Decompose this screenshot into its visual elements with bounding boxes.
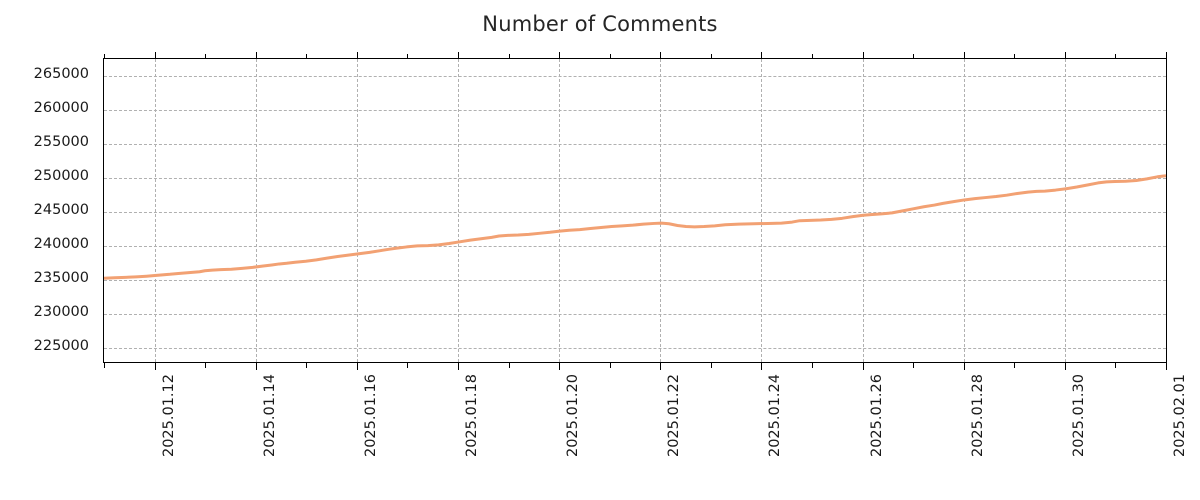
- x-axis-tick-mark-top: [1115, 54, 1117, 59]
- x-axis-tick-mark-minor: [205, 363, 207, 368]
- x-axis-tick-mark-major: [255, 363, 257, 370]
- y-axis-tick-label: 225000: [33, 338, 89, 355]
- x-axis-tick-mark-top: [306, 54, 308, 59]
- x-axis-tick-mark-major: [963, 363, 965, 370]
- x-axis-tick-mark-minor: [913, 363, 915, 368]
- series-line-number-of-comments: [104, 174, 1166, 280]
- x-axis-tick-label: 2025.01.12: [160, 374, 177, 458]
- y-axis-tick-label: 230000: [33, 304, 89, 321]
- y-axis-tick-label: 260000: [33, 100, 89, 117]
- x-axis-tick-mark-major: [660, 363, 662, 370]
- x-axis-tick-mark-top: [508, 54, 510, 59]
- x-axis-tick-mark-top: [1064, 52, 1066, 59]
- grid-line-horizontal: [104, 246, 1166, 248]
- x-axis-tick-mark-minor: [812, 363, 813, 368]
- x-axis-tick-mark-top: [407, 54, 409, 59]
- x-axis-tick-label: 2025.01.28: [969, 374, 986, 458]
- x-axis-tick-mark-major: [1064, 363, 1066, 370]
- grid-line-horizontal: [104, 348, 1166, 350]
- grid-line-vertical: [1166, 59, 1167, 362]
- x-axis-tick-mark-minor: [407, 363, 409, 368]
- grid-line-horizontal: [104, 144, 1166, 146]
- grid-line-horizontal: [104, 76, 1166, 78]
- x-axis-tick-mark-minor: [609, 363, 611, 368]
- x-axis-tick-mark-top: [458, 52, 459, 59]
- grid-line-vertical: [356, 59, 358, 362]
- grid-line-vertical: [559, 59, 561, 362]
- grid-line-vertical: [761, 59, 763, 362]
- x-axis-tick-mark-major: [559, 363, 561, 370]
- x-axis-tick-mark-top: [255, 52, 257, 59]
- plot-area: [103, 58, 1167, 363]
- x-axis-tick-mark-top: [1014, 54, 1016, 59]
- grid-line-vertical: [862, 59, 864, 362]
- x-axis-tick-mark-top: [913, 54, 915, 59]
- grid-line-horizontal: [104, 110, 1166, 112]
- grid-line-vertical: [963, 59, 965, 362]
- x-axis-tick-mark-top: [205, 54, 207, 59]
- grid-line-horizontal: [104, 280, 1166, 282]
- x-axis-tick-mark-major: [458, 363, 459, 370]
- grid-line-horizontal: [104, 212, 1166, 214]
- grid-line-vertical: [255, 59, 257, 362]
- x-axis-tick-label: 2025.01.16: [362, 374, 379, 458]
- x-axis-tick-mark-top: [660, 52, 662, 59]
- x-axis-tick-mark-minor: [306, 363, 308, 368]
- x-axis-tick-mark-major: [761, 363, 763, 370]
- x-axis-tick-mark-major: [862, 363, 864, 370]
- grid-line-vertical: [458, 59, 459, 362]
- x-axis-tick-mark-top: [963, 52, 965, 59]
- chart-title: Number of Comments: [482, 12, 718, 36]
- y-axis-tick-label: 235000: [33, 270, 89, 287]
- grid-line-vertical: [660, 59, 662, 362]
- x-axis-tick-mark-minor: [1115, 363, 1117, 368]
- y-axis-tick-label: 265000: [33, 66, 89, 83]
- series-line-chart: [104, 174, 1166, 280]
- x-axis-tick-mark-top: [1166, 52, 1167, 59]
- x-axis-tick-mark-top: [559, 52, 561, 59]
- x-axis-tick-mark-major: [356, 363, 358, 370]
- x-axis-tick-mark-minor: [508, 363, 510, 368]
- x-axis-tick-mark-top: [812, 54, 813, 59]
- x-axis-tick-label: 2025.01.26: [868, 374, 885, 458]
- x-axis-tick-mark-top: [761, 52, 763, 59]
- x-axis-tick-label: 2025.01.18: [464, 374, 480, 458]
- x-axis-tick-mark-top: [104, 54, 105, 59]
- x-axis-tick-mark-major: [154, 363, 156, 370]
- grid-line-horizontal: [104, 178, 1166, 180]
- x-axis-tick-label: 2025.01.30: [1070, 374, 1087, 458]
- y-axis-tick-label: 250000: [33, 168, 89, 185]
- x-axis-tick-mark-top: [154, 52, 156, 59]
- x-axis-tick-mark-major: [1166, 363, 1167, 370]
- x-axis-tick-mark-top: [862, 52, 864, 59]
- x-axis-tick-mark-minor: [1014, 363, 1016, 368]
- x-axis-tick-label: 2025.02.01: [1172, 374, 1188, 458]
- x-axis-tick-label: 2025.01.20: [565, 374, 582, 458]
- x-axis-tick-label: 2025.01.22: [666, 374, 683, 458]
- x-axis-tick-label: 2025.01.14: [261, 374, 278, 458]
- grid-line-vertical: [154, 59, 156, 362]
- x-axis-tick-mark-top: [356, 52, 358, 59]
- x-axis-tick-mark-top: [609, 54, 611, 59]
- y-axis-tick-label: 245000: [33, 202, 89, 219]
- grid-line-horizontal: [104, 314, 1166, 316]
- x-axis-tick-mark-top: [710, 54, 712, 59]
- y-axis-tick-label: 255000: [33, 134, 89, 151]
- x-axis-tick-label: 2025.01.24: [767, 374, 784, 458]
- grid-line-vertical: [1064, 59, 1066, 362]
- y-axis-tick-label: 240000: [33, 236, 89, 253]
- x-axis-tick-mark-minor: [104, 363, 105, 368]
- x-axis-tick-mark-minor: [710, 363, 712, 368]
